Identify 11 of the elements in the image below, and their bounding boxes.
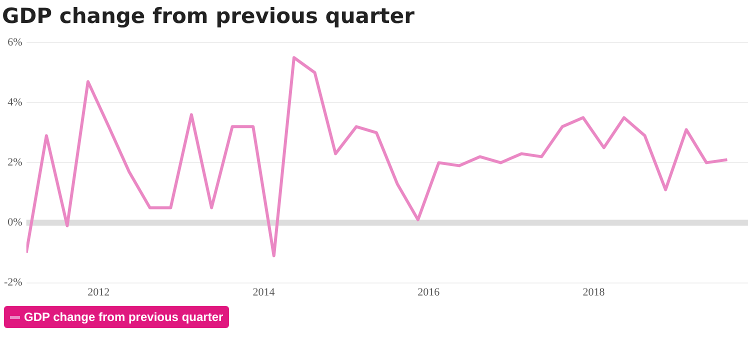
- chart-title: GDP change from previous quarter: [1, 3, 416, 30]
- x-tick-label: 2014: [252, 286, 276, 298]
- y-tick-label: 2%: [8, 156, 22, 169]
- y-tick-label: 6%: [8, 36, 22, 48]
- x-tick-label: 2016: [418, 286, 440, 298]
- x-tick-label: 2012: [88, 286, 110, 298]
- legend-label: GDP change from previous quarter: [24, 310, 224, 324]
- x-tick-label: 2018: [582, 286, 606, 298]
- y-tick-label: -2%: [4, 276, 22, 289]
- y-tick-label: 0%: [8, 216, 22, 229]
- y-tick-label: 4%: [8, 96, 22, 109]
